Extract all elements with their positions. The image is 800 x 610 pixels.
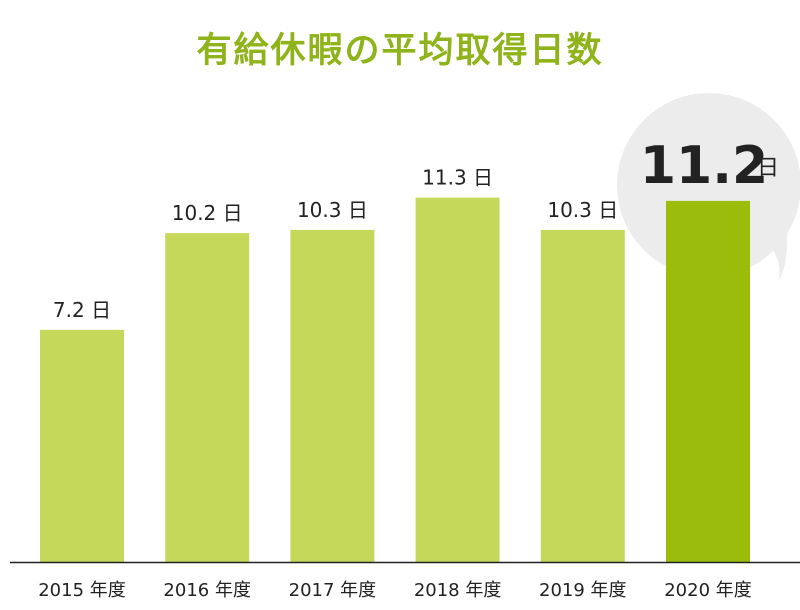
value-label-2: 10.3 日	[297, 198, 368, 222]
bar-2	[290, 229, 375, 563]
value-label-3: 11.3 日	[422, 166, 493, 190]
highlight-bubble	[617, 93, 800, 282]
category-label-4: 2019 年度	[539, 580, 627, 601]
bar-3	[415, 197, 500, 563]
value-label-0: 7.2 日	[53, 298, 111, 322]
chart-title: 有給休暇の平均取得日数	[196, 31, 604, 71]
highlight-bubble-tail	[766, 226, 787, 282]
bar-1	[165, 233, 250, 563]
category-label-1: 2016 年度	[163, 580, 251, 601]
value-label-1: 10.2 日	[172, 201, 243, 225]
category-label-3: 2018 年度	[414, 580, 502, 601]
value-unit-highlight: 日	[757, 156, 779, 181]
bar-0	[40, 329, 124, 562]
bar-5	[666, 200, 750, 563]
category-label-5: 2020 年度	[664, 580, 752, 601]
value-label-4: 10.3 日	[547, 198, 618, 222]
category-label-0: 2015 年度	[38, 580, 126, 601]
value-label-highlight: 11.2	[640, 136, 768, 196]
highlight-bubble-body	[617, 93, 800, 277]
category-label-2: 2017 年度	[289, 580, 377, 601]
bar-4	[540, 229, 625, 563]
